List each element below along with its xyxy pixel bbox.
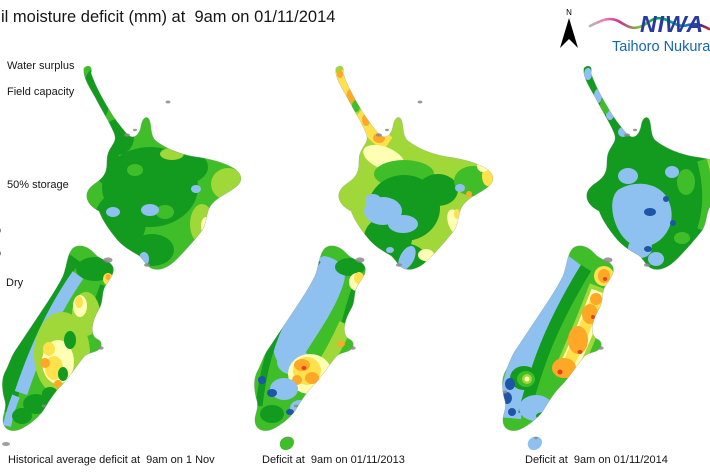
niwa-logo-text: NIWA — [640, 11, 704, 37]
north-arrow-icon: N — [560, 8, 578, 48]
map-deficit-2014 — [501, 65, 710, 451]
south-island — [2, 245, 114, 431]
map-historical-average — [1, 65, 242, 446]
legend-label-water-surplus: Water surplus — [7, 60, 75, 72]
colorbar-tick-fragment: 0 — [0, 251, 1, 258]
legend-label-dry: Dry — [6, 277, 24, 289]
north-island — [583, 65, 710, 270]
colorbar-tick-fragment: 0 — [0, 228, 1, 235]
map-caption-2013: Deficit at 9am on 01/11/2013 — [262, 454, 405, 466]
south-island — [502, 245, 614, 431]
map-caption-historical: Historical average deficit at 9am on 1 N… — [8, 454, 215, 466]
stewart-island — [2, 442, 10, 446]
map-deficit-2013 — [253, 65, 494, 451]
legend-label-50-storage: 50% storage — [7, 179, 69, 191]
niwa-wave-icon — [588, 16, 710, 31]
south-island — [254, 245, 366, 431]
north-arrow-label: N — [566, 8, 572, 17]
page-title: il moisture deficit (mm) at 9am on 01/11… — [1, 8, 336, 26]
coastline-detail — [286, 100, 423, 440]
map-caption-2014: Deficit at 9am on 01/11/2014 — [525, 454, 668, 466]
niwa-logo-subtitle: Taihoro Nukuran — [612, 39, 710, 55]
niwa-logo: NIWA Taihoro Nukuran — [588, 11, 710, 55]
coastline-detail — [41, 100, 171, 408]
north-arrow-pointer — [560, 18, 578, 48]
coastline-detail — [502, 128, 650, 440]
legend-label-field-capacity: Field capacity — [7, 86, 75, 98]
